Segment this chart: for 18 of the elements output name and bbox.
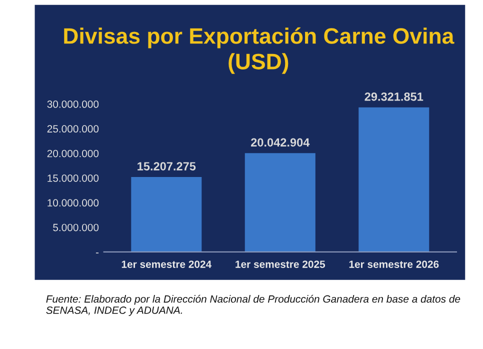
bar (244, 153, 316, 252)
bar (358, 107, 430, 252)
source-note: Fuente: Elaborado por la Dirección Nacional de Producción Ganadera en base a datos de SENASA, INDEC y ADUANA. (46, 294, 460, 316)
data-label: 29.321.851 (364, 92, 424, 101)
y-tick-label: 5.000.000 (53, 224, 99, 232)
x-tick-label: 1er semestre 2024 (122, 260, 212, 268)
y-tick-label: 30.000.000 (47, 100, 99, 108)
y-tick-label: 25.000.000 (47, 125, 99, 133)
y-tick-label: 15.000.000 (48, 174, 99, 182)
y-tick-label: 10.000.000 (48, 199, 99, 207)
x-tick-label: 1er semestre 2025 (236, 260, 326, 268)
data-label: 20.042.904 (251, 138, 310, 147)
data-label: 15.207.275 (138, 162, 196, 170)
chart-title: Divisas por Exportación Carne Ovina (USD) (64, 27, 454, 74)
y-tick-label: 20.000.000 (47, 150, 99, 158)
bar (131, 176, 202, 252)
x-tick-label: 1er semestre 2026 (349, 260, 439, 268)
y-tick-label: - (96, 252, 99, 254)
